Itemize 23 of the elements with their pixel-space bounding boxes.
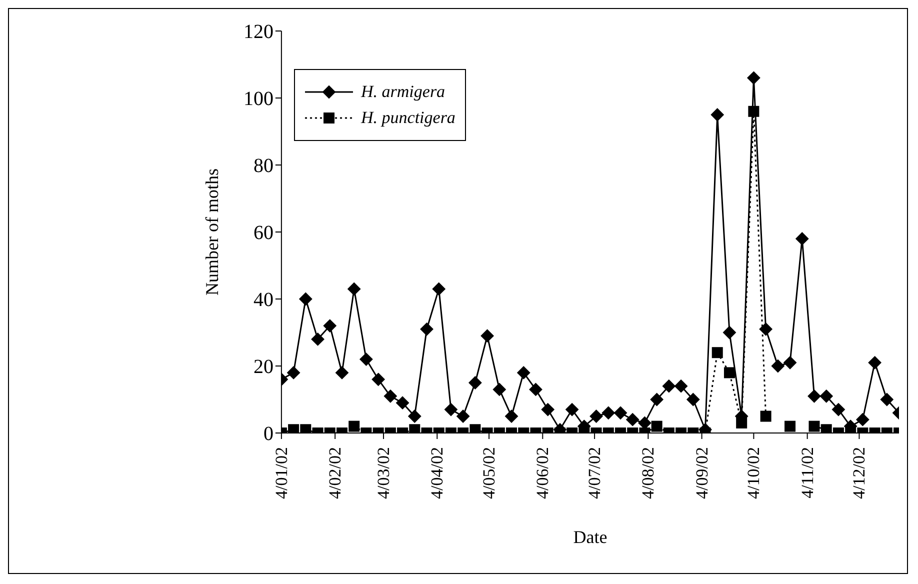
y-axis-title: Number of moths [202,168,222,296]
y-tick-label: 20 [253,356,274,378]
x-tick-label: 4/05/02 [480,447,499,499]
x-tick-label: 4/03/02 [374,447,393,499]
x-tick-label: 4/12/02 [850,447,869,499]
x-tick-label: 4/02/02 [326,447,345,499]
x-tick-label: 4/09/02 [692,447,712,499]
y-tick-label: 80 [253,155,274,178]
y-tick-label: 60 [253,222,274,244]
x-axis-title: Date [573,527,608,547]
x-tick-label: 4/10/02 [744,447,764,499]
y-tick-label: 120 [243,21,274,44]
y-tick-label: 40 [253,289,274,312]
x-tick-label: 4/06/02 [533,447,552,499]
legend-label: H. punctigera [361,108,456,128]
y-tick-label: 100 [243,88,274,110]
x-tick-label: 4/01/02 [272,447,291,499]
y-tick-label: 0 [263,423,274,446]
x-tick-label: 4/08/02 [638,447,658,499]
x-tick-label: 4/04/02 [428,447,447,499]
legend-label: H. armigera [361,82,446,102]
x-tick-label: 4/07/02 [585,447,604,499]
x-tick-label: 4/11/02 [798,447,817,498]
